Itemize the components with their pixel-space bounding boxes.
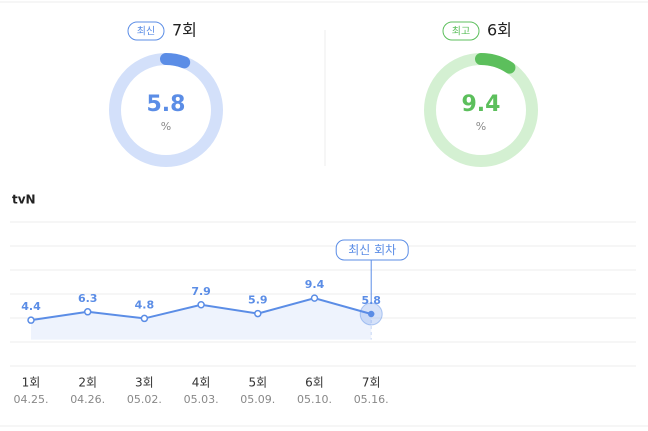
- donut-arc: [109, 53, 223, 167]
- x-date-label: 05.10.: [297, 393, 332, 406]
- value-label: 5.8: [361, 294, 381, 307]
- point: [27, 316, 35, 324]
- episode: 7회: [172, 21, 197, 40]
- channel-title: tvN: [12, 193, 36, 207]
- point: [367, 310, 375, 318]
- x-tick-label: 3회: [135, 376, 154, 390]
- x-date-label: 05.02.: [127, 393, 162, 406]
- x-tick-label: 6회: [305, 376, 324, 390]
- x-tick-label: 7회: [362, 376, 381, 390]
- point: [140, 314, 149, 323]
- value-label: 4.4: [21, 300, 41, 313]
- grid: [10, 221, 636, 367]
- x-tick-label: 1회: [22, 376, 41, 390]
- donut-unit: %: [161, 120, 171, 133]
- x-date-label: 04.25.: [14, 393, 49, 406]
- x-date-label: 04.26.: [70, 393, 105, 406]
- point: [310, 294, 319, 302]
- area: [31, 298, 372, 340]
- donut-unit: %: [476, 120, 486, 133]
- annotation: 최신 회차: [348, 243, 396, 257]
- badge-text: 최고: [452, 26, 470, 38]
- donut-arc: [424, 53, 538, 167]
- badge-text: 최신: [137, 26, 155, 38]
- annotation-box: [335, 239, 409, 261]
- x-tick-label: 2회: [78, 376, 97, 390]
- episode: 6회: [487, 21, 512, 40]
- value-label: 6.3: [78, 292, 98, 305]
- x-tick-label: 4회: [192, 376, 211, 390]
- value-label: 7.9: [191, 285, 211, 298]
- point: [197, 301, 205, 309]
- value-label: 5.9: [248, 294, 268, 307]
- x-date-label: 05.09.: [240, 393, 275, 406]
- x-date-label: 05.16.: [354, 393, 389, 406]
- donut-value: 9.4: [462, 92, 501, 117]
- x-tick-label: 5회: [248, 376, 267, 390]
- point: [254, 309, 262, 318]
- donut-value: 5.8: [147, 92, 186, 117]
- value-label: 4.8: [135, 298, 155, 311]
- badge: [442, 21, 480, 41]
- value-label: 9.4: [305, 278, 325, 291]
- point: [83, 308, 92, 316]
- badge: [127, 21, 165, 41]
- x-date-label: 05.03.: [184, 393, 219, 406]
